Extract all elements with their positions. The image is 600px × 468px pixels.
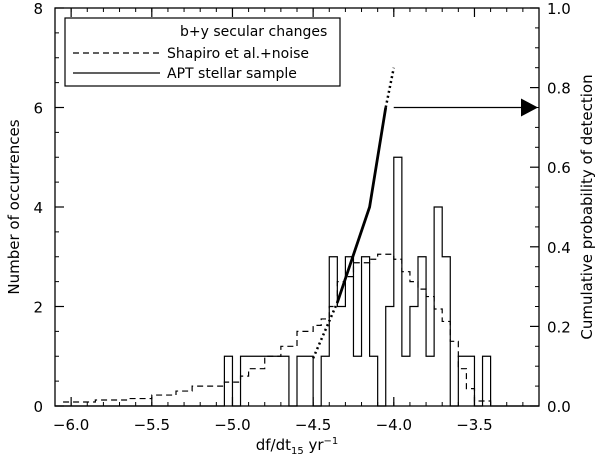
y2-axis-label: Cumulative probability of detection [578,74,596,339]
x-tick-label: −4.5 [295,416,331,434]
y2-tick-label: 1.0 [547,0,571,18]
y-tick-label: 2 [33,299,43,317]
histogram-apt-sample [55,156,539,407]
y2-tick-label: 0.4 [547,239,571,257]
y-axis-label: Number of occurrences [5,119,23,294]
y-tick-label: 8 [33,0,43,18]
x-tick-label: −5.0 [214,416,250,434]
y2-tick-label: 0.6 [547,159,571,177]
y-tick-label: 4 [33,199,43,217]
y-tick-label: 0 [33,398,43,416]
legend: b+y secular changes Shapiro et al.+noise… [64,17,341,87]
legend-box [64,17,341,87]
legend-label-apt: APT stellar sample [167,66,297,82]
x-tick-label: −5.5 [134,416,170,434]
arrow-head [521,98,538,117]
cumulative-curve-solid [336,107,388,303]
y2-tick-label: 0.8 [547,80,571,98]
legend-label-shapiro: Shapiro et al.+noise [167,46,309,62]
y2-tick-label: 0.2 [547,318,571,336]
x-tick-label: −6.0 [53,416,89,434]
series-group [55,67,539,407]
x-tick-label: −3.5 [456,416,492,434]
cumulative-curve-dotted-high [384,67,396,108]
cumulative-curve-dotted-low [311,302,339,359]
x-tick-label: −4.0 [376,416,412,434]
legend-title: b+y secular changes [180,24,327,40]
y2-tick-label: 0.0 [547,398,571,416]
x-axis-label: df/dt15 yr−1 [256,436,339,457]
y-tick-label: 6 [33,100,43,118]
